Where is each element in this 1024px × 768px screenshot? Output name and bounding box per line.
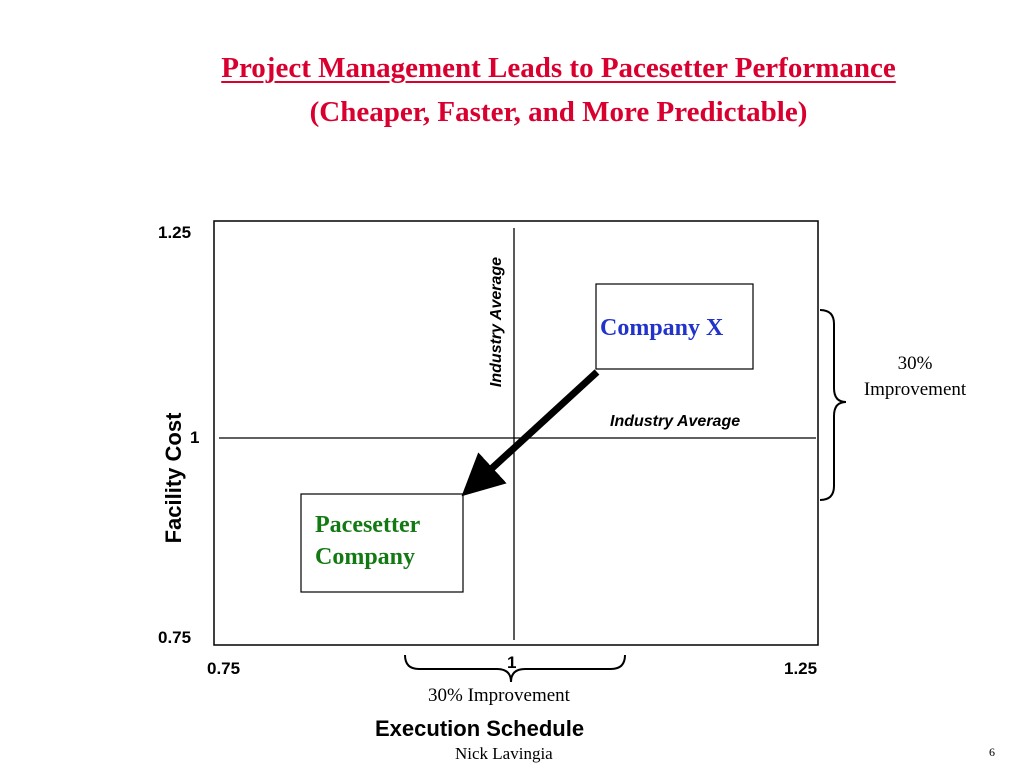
improvement-arrow [461, 369, 600, 497]
slide-title: Project Management Leads to Pacesetter P… [221, 52, 896, 84]
bottom-brace [404, 654, 626, 683]
company-x-label: Company X [600, 315, 724, 341]
y-tick-bottom: 0.75 [158, 628, 192, 647]
industry-average-vertical-label: Industry Average [488, 256, 505, 388]
cost-improvement-word: Improvement [863, 379, 967, 400]
y-axis-label: Facility Cost [161, 412, 186, 544]
pacesetter-line2: Company [315, 544, 416, 570]
pacesetter-company-box [300, 493, 464, 593]
page-number: 6 [989, 745, 995, 759]
x-tick-right: 1.25 [784, 659, 818, 678]
pacesetter-line1: Pacesetter [315, 512, 421, 538]
cost-improvement-percent: 30% [897, 353, 933, 374]
x-tick-left: 0.75 [207, 659, 241, 678]
company-x-box [595, 283, 754, 370]
schedule-improvement-annotation: 30% Improvement [428, 685, 570, 706]
industry-average-horizontal-label: Industry Average [610, 413, 741, 430]
slide-subtitle: (Cheaper, Faster, and More Predictable) [309, 96, 808, 128]
author-footer: Nick Lavingia [455, 744, 553, 763]
right-brace [819, 309, 847, 501]
x-axis-label: Execution Schedule [375, 716, 585, 741]
y-tick-top: 1.25 [158, 223, 192, 242]
cost-improvement-annotation: 30% Improvement [849, 351, 981, 403]
x-tick-mid: 1 [507, 653, 517, 672]
y-tick-mid: 1 [190, 428, 200, 447]
plot-frame [213, 220, 819, 646]
pacesetter-company-label: Pacesetter Company [315, 509, 420, 573]
